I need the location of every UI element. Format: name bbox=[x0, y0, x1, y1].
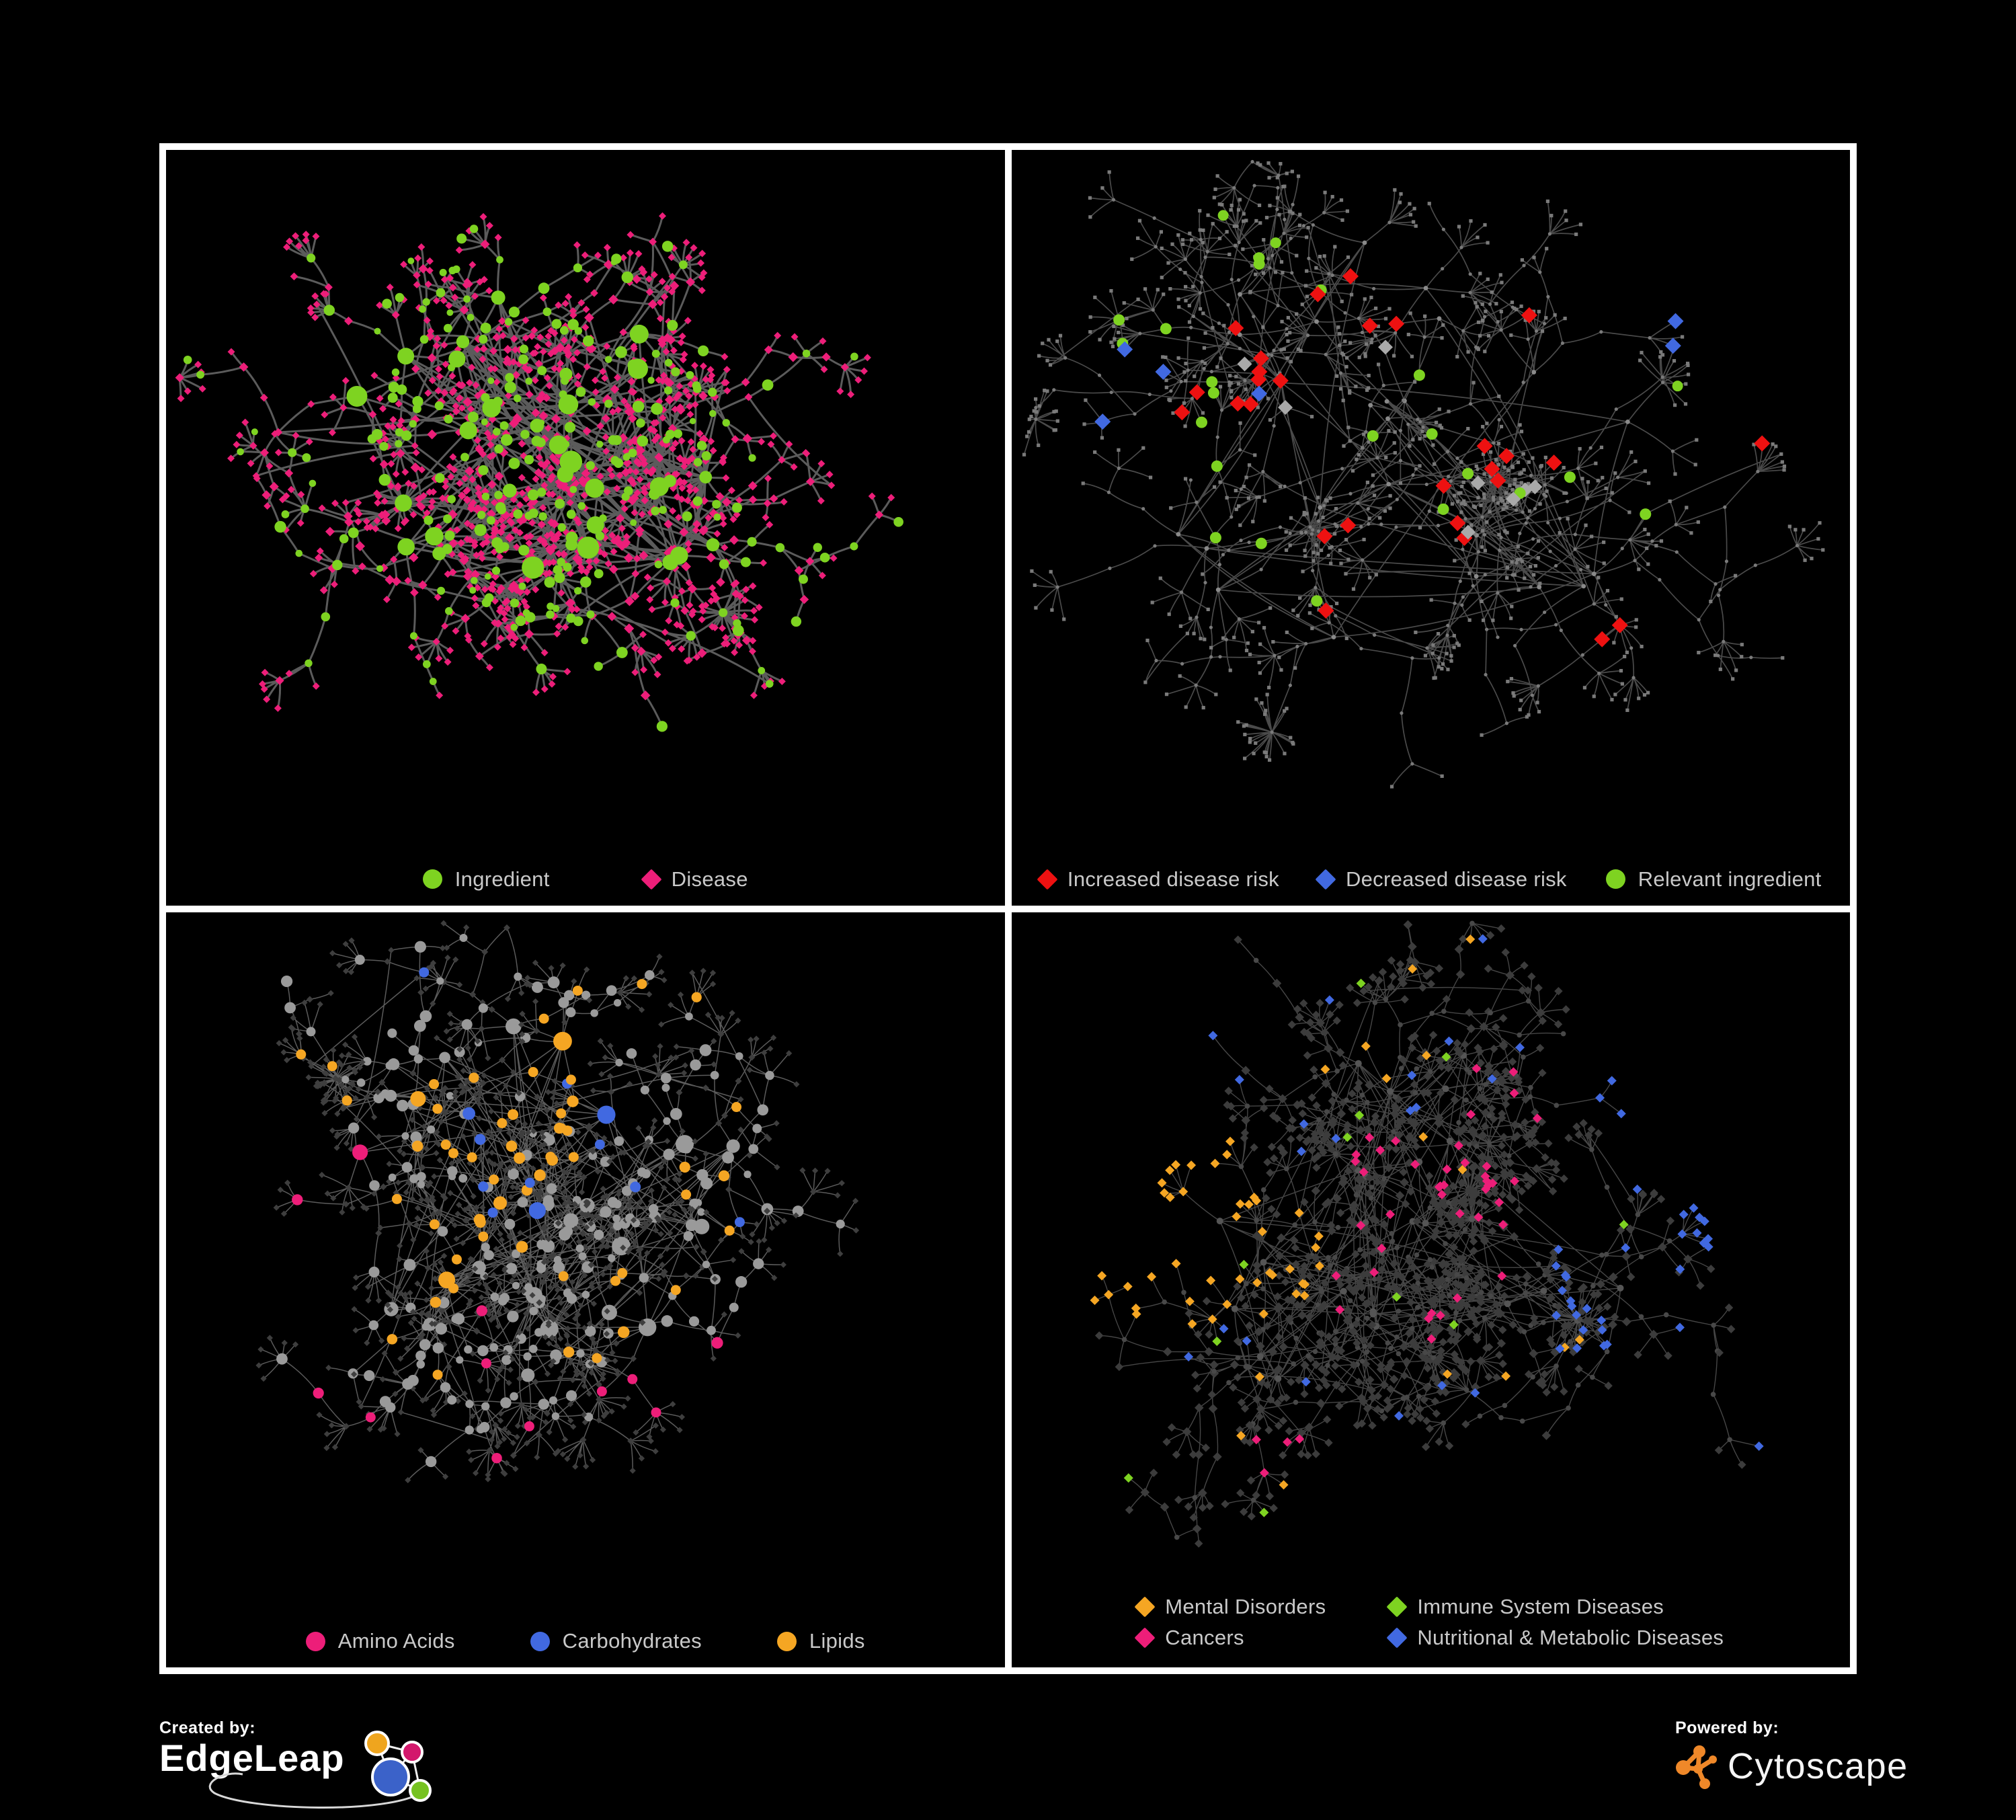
legend-item-relevant-ingredient: Relevant ingredient bbox=[1605, 867, 1822, 891]
legend-label: Immune System Diseases bbox=[1417, 1595, 1664, 1618]
legend-item-immune-system-diseases: Immune System Diseases bbox=[1386, 1595, 1664, 1618]
powered-by-label: Powered by: bbox=[1675, 1718, 1779, 1737]
panel-nutrient-classes: Amino Acids Carbohydrates Lipids bbox=[166, 912, 1005, 1667]
edges-layer bbox=[258, 922, 857, 1480]
legend-item-increased-risk: Increased disease risk bbox=[1037, 867, 1279, 891]
immune-system-diseases-diamond-icon bbox=[1386, 1596, 1408, 1618]
edgeleap-logo-icon bbox=[208, 1731, 432, 1809]
highlight-nodes-layer bbox=[183, 225, 903, 732]
legend-label: Increased disease risk bbox=[1067, 867, 1279, 891]
legend-item-disease: Disease bbox=[641, 867, 748, 891]
panel-disease-risk: Increased disease risk Decreased disease… bbox=[1011, 150, 1851, 906]
increased-risk-diamond-icon bbox=[1037, 868, 1058, 890]
highlight-nodes-layer bbox=[292, 967, 745, 1464]
nutritional-metabolic-diseases-diamond-icon bbox=[1386, 1627, 1408, 1649]
cytoscape-credit: Powered by: Cytoscape bbox=[1675, 1718, 1908, 1792]
legend-item-nutritional-metabolic-diseases: Nutritional & Metabolic Diseases bbox=[1386, 1626, 1724, 1649]
legend-label: Ingredient bbox=[454, 867, 550, 891]
disease-diamond-icon bbox=[641, 868, 662, 890]
legend-item-mental-disorders: Mental Disorders bbox=[1134, 1595, 1326, 1618]
cancers-diamond-icon bbox=[1134, 1627, 1156, 1649]
edgeleap-credit: Created by: EdgeLeap bbox=[159, 1718, 443, 1809]
edges-layer bbox=[1094, 922, 1759, 1544]
legend-item-lipids: Lipids bbox=[776, 1629, 865, 1653]
panel-ingredient-disease: Ingredient Disease bbox=[166, 150, 1005, 906]
ingredient-disease-network-graph bbox=[175, 212, 903, 732]
highlight-nodes-layer bbox=[1094, 210, 1770, 647]
amino-acids-circle-icon bbox=[305, 1631, 325, 1651]
edges-layer bbox=[1023, 161, 1824, 787]
legend-label: Disease bbox=[671, 867, 748, 891]
legend-label: Nutritional & Metabolic Diseases bbox=[1417, 1626, 1724, 1649]
cytoscape-logo-icon bbox=[1676, 1745, 1717, 1789]
edgeleap-wordmark: EdgeLeap bbox=[159, 1737, 345, 1779]
mental-disorders-diamond-icon bbox=[1134, 1596, 1156, 1618]
panel-grid: Ingredient Disease Increased disease ris… bbox=[159, 143, 1857, 1674]
legend-item-ingredient: Ingredient bbox=[422, 867, 550, 891]
legend-label: Lipids bbox=[809, 1629, 865, 1653]
cytoscape-wordmark: Cytoscape bbox=[1728, 1746, 1908, 1786]
carbohydrates-circle-icon bbox=[530, 1631, 550, 1651]
created-by-label: Created by: bbox=[159, 1718, 256, 1737]
decreased-risk-diamond-icon bbox=[1315, 868, 1336, 890]
legend-label: Decreased disease risk bbox=[1345, 867, 1567, 891]
disease-class-network-graph bbox=[1090, 920, 1764, 1548]
legend-label: Relevant ingredient bbox=[1638, 867, 1822, 891]
legend-panel-2: Increased disease risk Decreased disease… bbox=[1012, 867, 1851, 891]
legend-panel-1: Ingredient Disease bbox=[166, 867, 1005, 891]
legend-item-cancers: Cancers bbox=[1134, 1626, 1244, 1649]
ingredient-circle-icon bbox=[422, 869, 442, 889]
legend-panel-4: Mental Disorders Immune System Diseases … bbox=[1012, 1595, 1851, 1649]
legend-item-decreased-risk: Decreased disease risk bbox=[1315, 867, 1567, 891]
legend-label: Carbohydrates bbox=[562, 1629, 702, 1653]
legend-item-amino-acids: Amino Acids bbox=[305, 1629, 455, 1653]
legend-item-carbohydrates: Carbohydrates bbox=[530, 1629, 702, 1653]
dim-nodes-layer bbox=[255, 920, 860, 1483]
legend-label: Mental Disorders bbox=[1165, 1595, 1326, 1618]
legend-panel-3: Amino Acids Carbohydrates Lipids bbox=[166, 1629, 1005, 1653]
nutrient-class-network-graph bbox=[255, 920, 860, 1483]
lipids-circle-icon bbox=[776, 1631, 797, 1651]
legend-label: Cancers bbox=[1165, 1626, 1244, 1649]
relevant-ingredient-circle-icon bbox=[1605, 869, 1625, 889]
panel-disease-classes: Mental Disorders Immune System Diseases … bbox=[1011, 912, 1851, 1667]
disease-risk-network-graph bbox=[1022, 159, 1824, 789]
legend-label: Amino Acids bbox=[337, 1629, 455, 1653]
